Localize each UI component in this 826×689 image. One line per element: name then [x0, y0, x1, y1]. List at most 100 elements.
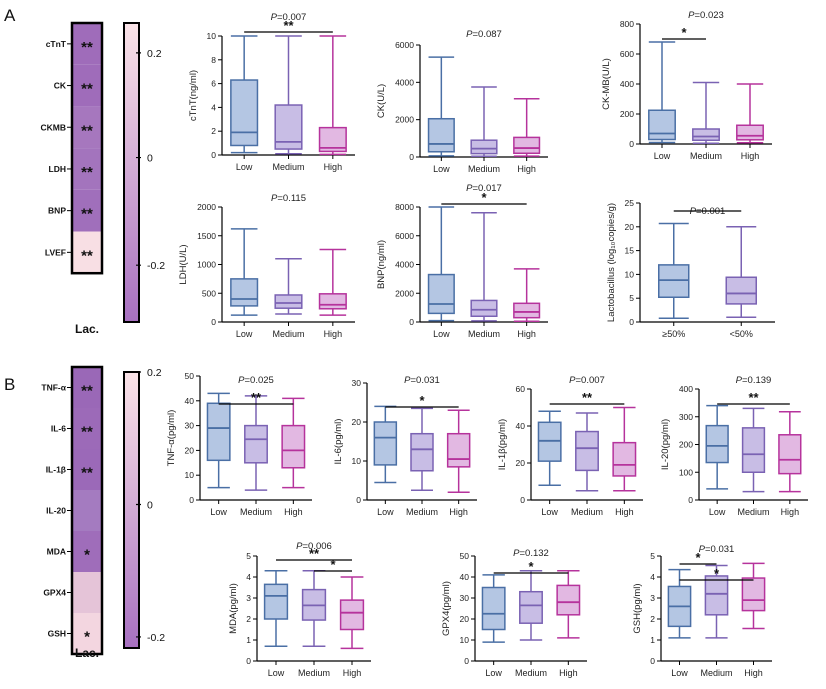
heatmap-significance: ** — [81, 81, 93, 98]
box-plot-4: 0 500 1000 1500 2000 LDH(U/L) Low Medium High P=0… — [178, 193, 355, 339]
colorbar — [123, 22, 140, 323]
y-tick-label: 0 — [356, 495, 361, 505]
y-tick-label: 30 — [352, 378, 362, 388]
heatmap-border — [70, 21, 104, 275]
heatmap-row-label: IL-20 — [46, 506, 66, 516]
colorbar-tick-label: 0.2 — [147, 48, 162, 60]
heatmap-significance: * — [84, 629, 90, 646]
box-iqr — [725, 276, 757, 305]
heatmap-cell — [72, 572, 102, 613]
heatmaps: cTnT **CK **CKMB **LDH **BNP **LVEF **Lac.0.20… — [41, 21, 165, 660]
heatmap-column-label: Lac. — [75, 322, 99, 336]
heatmap-significance: ** — [81, 122, 93, 139]
heatmap-row-label: TNF-α — [41, 383, 66, 393]
box-plot-9: 0 20 40 60 IL-1β(pg/ml) Low Medium High P=0.007 *… — [497, 375, 643, 517]
y-axis-label: Lactobacillus (log₁₀copies/g) — [606, 203, 617, 322]
x-tick-label: Low — [433, 164, 450, 174]
box-Low — [667, 568, 692, 639]
heatmap-cell — [72, 367, 102, 408]
x-tick-label: Medium — [272, 162, 304, 172]
y-tick-label: 400 — [620, 79, 634, 89]
x-tick-label: Medium — [737, 507, 769, 517]
y-tick-label: 2000 — [395, 288, 414, 298]
x-tick-label: Low — [541, 507, 558, 517]
box-High — [446, 409, 471, 493]
y-tick-label: 30 — [460, 593, 470, 603]
box-Low — [373, 405, 398, 484]
x-tick-label: High — [324, 329, 343, 339]
p-value-label: P=0.132 — [513, 548, 549, 559]
box-iqr — [648, 109, 676, 141]
y-tick-label: 6000 — [395, 231, 414, 241]
box-Medium — [692, 81, 720, 144]
box-High — [318, 35, 347, 156]
box-High — [612, 406, 637, 492]
y-tick-label: 5 — [629, 293, 634, 303]
heatmap-border — [70, 365, 104, 656]
y-tick-label: 200 — [620, 109, 634, 119]
box-iqr — [658, 264, 690, 298]
x-tick-label: Medium — [515, 668, 547, 678]
x-tick-label: Medium — [240, 507, 272, 517]
box-Low — [648, 41, 676, 144]
y-tick-label: 60 — [516, 384, 526, 394]
y-tick-label: 3 — [246, 593, 251, 603]
y-tick-label: 20 — [625, 222, 635, 232]
box-iqr — [612, 441, 637, 477]
significance-label: ** — [582, 390, 593, 405]
x-tick-label: Medium — [571, 507, 603, 517]
y-tick-label: 8000 — [395, 202, 414, 212]
y-axis-label: GPX4(pg/ml) — [441, 581, 452, 636]
y-tick-label: 8 — [211, 55, 216, 65]
box-iqr — [575, 430, 599, 472]
box-Medium — [470, 212, 498, 322]
box-Low — [537, 410, 562, 486]
heatmap-row-label: LDH — [49, 164, 66, 174]
significance-label: * — [695, 550, 701, 565]
significance-label: ** — [309, 546, 320, 561]
box-Low — [263, 569, 289, 648]
heatmap-cell — [72, 189, 102, 232]
significance-label: * — [419, 393, 425, 408]
box-High — [741, 562, 766, 630]
box-Medium — [244, 395, 268, 491]
heatmap-a: cTnT ** CK ** CKMB ** LDH ** BNP ** LVEF ** Lac. 0.2 0… — [41, 21, 165, 336]
p-value-label: P=0.023 — [688, 10, 724, 21]
heatmap-significance: ** — [81, 164, 93, 181]
x-tick-label: High — [741, 151, 760, 161]
y-tick-label: 20 — [516, 458, 526, 468]
x-tick-label: High — [615, 507, 634, 517]
y-tick-label: 100 — [679, 467, 693, 477]
x-tick-label: High — [559, 668, 578, 678]
x-tick-label: Medium — [406, 507, 438, 517]
x-tick-label: Medium — [690, 151, 722, 161]
y-tick-label: 0 — [688, 495, 693, 505]
box-iqr — [318, 293, 347, 310]
box-Low — [230, 35, 259, 154]
y-tick-label: 1500 — [197, 231, 216, 241]
y-axis-label: LDH(U/L) — [178, 244, 189, 284]
box-iqr — [318, 126, 347, 153]
x-tick-label: <50% — [730, 329, 753, 339]
y-tick-label: 2 — [211, 126, 216, 136]
box-High — [281, 397, 306, 489]
x-tick-label: Medium — [468, 329, 500, 339]
box-iqr — [427, 273, 455, 315]
colorbar-tick-label: -0.2 — [147, 632, 165, 644]
x-tick-label: High — [343, 668, 362, 678]
y-tick-label: 50 — [460, 551, 470, 561]
heatmap-row-label: GPX4 — [43, 588, 66, 598]
y-tick-label: 25 — [625, 198, 635, 208]
box-plot-1: 0 2 4 6 8 10 cTnT(ng/ml) Low Medium High P=0.007** — [188, 12, 355, 172]
y-tick-label: 30 — [185, 421, 195, 431]
box-iqr — [692, 128, 720, 141]
heatmap-cell — [72, 148, 102, 190]
x-tick-label: Low — [485, 668, 502, 678]
y-axis-label: TNF-α(pg/ml) — [166, 410, 177, 467]
box-plot-5: 0 2000 4000 6000 8000 BNP(ng/ml) Low Medium High… — [376, 183, 548, 339]
box-plot-7: 0 10 20 30 40 50 TNF-α(pg/ml) Low Medium High P=0.… — [166, 371, 312, 517]
p-value-label: P=0.017 — [466, 183, 502, 194]
y-tick-label: 600 — [620, 49, 634, 59]
